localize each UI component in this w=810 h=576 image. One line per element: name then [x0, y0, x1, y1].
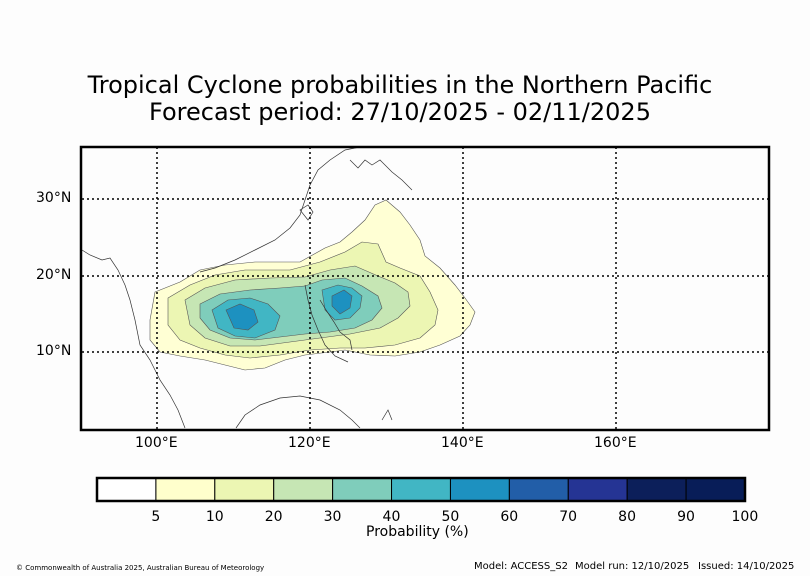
lat-label-20: 20°N [36, 267, 72, 283]
copyright-text: © Commonwealth of Australia 2025, Austra… [16, 564, 265, 572]
map-title-line2: Forecast period: 27/10/2025 - 02/11/2025 [149, 98, 651, 126]
colorbar-tick-label: 5 [151, 509, 161, 525]
model-name: Model: ACCESS_S2 [474, 561, 568, 572]
colorbar-segment [391, 477, 451, 502]
lon-label-140: 140°E [441, 435, 484, 451]
colorbar-segment [96, 477, 157, 502]
colorbar-tick-label: 40 [382, 509, 401, 525]
colorbar-segment [449, 477, 510, 502]
lat-label-10: 10°N [36, 343, 72, 359]
colorbar-tick-label: 20 [264, 509, 283, 525]
colorbar-segment [273, 477, 334, 502]
colorbar-tick-label: 10 [205, 509, 224, 525]
lon-label-120: 120°E [288, 435, 331, 451]
colorbar-tick-label: 60 [500, 509, 519, 525]
colorbar-tick-label: 100 [731, 509, 759, 525]
colorbar-tick-label: 80 [618, 509, 636, 525]
colorbar-tick-label: 70 [559, 509, 578, 525]
colorbar-segment [626, 477, 687, 502]
map-title-line1: Tropical Cyclone probabilities in the No… [87, 71, 713, 99]
colorbar [96, 477, 746, 502]
colorbar-segment [508, 477, 569, 502]
model-run-date: Model run: 12/10/2025 [575, 561, 690, 572]
colorbar-frame [95, 476, 747, 503]
colorbar-segment [567, 477, 628, 502]
lon-label-100: 100°E [135, 435, 178, 451]
colorbar-segment [332, 477, 393, 502]
coastlines [81, 146, 413, 429]
colorbar-tick-label: 30 [323, 509, 342, 525]
graticule [82, 147, 769, 430]
colorbar-segment [155, 477, 216, 502]
map-frame [79, 145, 771, 432]
lon-label-160: 160°E [594, 435, 637, 451]
colorbar-segment [214, 477, 275, 502]
colorbar-tick-label: 90 [677, 509, 695, 525]
issued-date: Issued: 14/10/2025 [698, 561, 795, 572]
colorbar-tick-label: 50 [441, 509, 460, 525]
contour-50b [331, 289, 353, 315]
lat-label-30: 30°N [36, 190, 72, 206]
contour-50 [225, 303, 259, 331]
colorbar-segment [685, 477, 746, 502]
probability-contours [149, 199, 476, 371]
colorbar-label: Probability (%) [366, 524, 469, 540]
